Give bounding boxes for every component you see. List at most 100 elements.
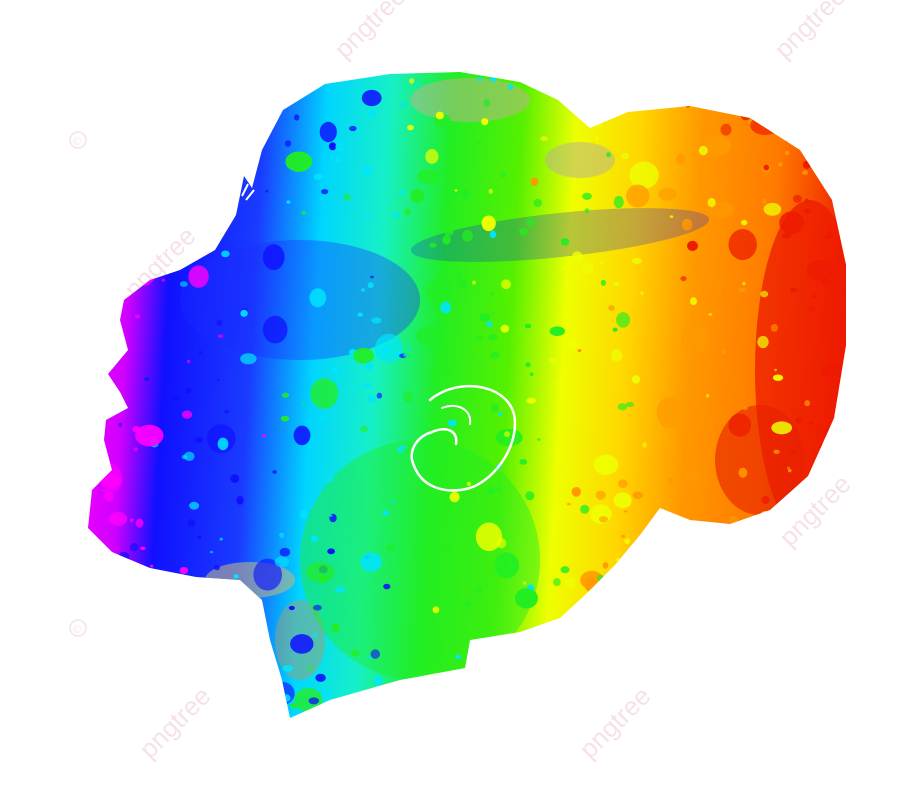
paint-splat: [685, 102, 691, 108]
paint-splat: [416, 169, 440, 184]
paint-splat: [593, 120, 603, 128]
paint-splat: [429, 375, 437, 381]
paint-splat: [687, 557, 691, 562]
paint-splat: [214, 565, 220, 571]
paint-splat: [802, 170, 808, 176]
paint-splat: [798, 144, 803, 150]
paint-splat: [146, 145, 156, 152]
paint-splat: [327, 548, 335, 555]
paint-splat: [227, 164, 235, 173]
paint-splat: [370, 649, 380, 659]
paint-splat: [551, 663, 560, 669]
paint-splat: [229, 141, 238, 147]
paint-splat: [841, 592, 846, 601]
paint-splat: [721, 349, 726, 354]
paint-splat: [804, 400, 810, 407]
paint-splat: [313, 173, 323, 180]
paint-splat: [540, 136, 548, 142]
paint-splat: [585, 83, 597, 92]
paint-splat: [135, 424, 164, 447]
paint-splat: [362, 165, 372, 176]
paint-splat: [708, 313, 713, 316]
paint-splat: [709, 202, 735, 219]
paint-splat: [599, 516, 608, 523]
paint-splat: [778, 699, 783, 705]
paint-splat: [343, 193, 351, 201]
paint-splat: [490, 76, 496, 82]
paint-splat: [262, 244, 285, 271]
paint-splat: [187, 519, 196, 528]
paint-splat: [491, 312, 496, 316]
paint-splat: [133, 447, 138, 452]
paint-splat: [786, 466, 791, 470]
paint-splat: [615, 558, 621, 562]
paint-splat: [620, 152, 630, 160]
paint-splat: [742, 406, 748, 411]
paint-splat: [821, 364, 839, 377]
paint-splat: [742, 281, 746, 286]
paint-splat: [443, 227, 454, 236]
paint-splat: [219, 537, 223, 541]
paint-splat: [560, 238, 570, 246]
paint-splat: [680, 276, 687, 282]
paint-splat: [455, 654, 462, 659]
paint-splat: [279, 547, 291, 557]
paint-splat: [284, 140, 292, 147]
paint-splat: [392, 212, 400, 218]
paint-splat: [685, 471, 702, 482]
paint-splat: [564, 704, 574, 712]
paint-splat: [661, 680, 671, 688]
paint-splat: [824, 235, 829, 239]
paint-splat: [525, 491, 535, 501]
paint-splat: [233, 574, 239, 579]
paint-splat: [290, 634, 314, 654]
paint-splat: [477, 77, 483, 82]
paint-splat: [376, 392, 383, 399]
paint-splat: [540, 76, 545, 80]
paint-splat: [758, 602, 766, 608]
paint-splat: [441, 451, 449, 459]
paint-splat: [329, 514, 333, 517]
paint-splat: [310, 378, 339, 409]
paint-splat: [825, 149, 835, 159]
paint-splat: [104, 491, 114, 502]
paint-splat: [620, 534, 626, 539]
paint-splat: [209, 550, 214, 554]
paint-splat: [442, 235, 451, 245]
paint-splat: [152, 706, 158, 713]
paint-splat: [703, 564, 710, 570]
paint-splat: [785, 138, 790, 143]
paint-splat: [707, 574, 729, 599]
paint-splat: [279, 694, 291, 703]
paint-splat: [290, 703, 298, 709]
paint-splat: [698, 622, 707, 630]
paint-splat: [486, 320, 493, 328]
paint-splat: [487, 486, 496, 495]
paint-splat: [488, 188, 493, 194]
paint-splat: [293, 114, 300, 121]
svg-text:©: ©: [73, 136, 81, 148]
paint-splat: [658, 187, 677, 201]
paint-splat: [240, 353, 257, 365]
paint-splat: [602, 562, 609, 569]
paint-splat: [272, 470, 277, 474]
paint-splat: [632, 491, 644, 499]
paint-splat: [572, 251, 583, 260]
paint-splat: [807, 305, 816, 312]
paint-splat: [136, 75, 141, 79]
paint-splat: [181, 410, 193, 419]
paint-splat: [331, 623, 340, 633]
paint-splat: [448, 185, 460, 198]
paint-splat: [457, 279, 468, 288]
paint-splat: [390, 500, 395, 503]
paint-splat: [844, 384, 846, 391]
paint-splat: [760, 290, 769, 298]
paint-splat: [415, 326, 439, 346]
paint-splat: [365, 214, 371, 218]
paint-splat: [667, 477, 673, 485]
paint-splat: [185, 387, 192, 394]
paint-splat: [490, 292, 495, 296]
paint-splat: [93, 639, 119, 659]
paint-splat: [365, 361, 374, 371]
